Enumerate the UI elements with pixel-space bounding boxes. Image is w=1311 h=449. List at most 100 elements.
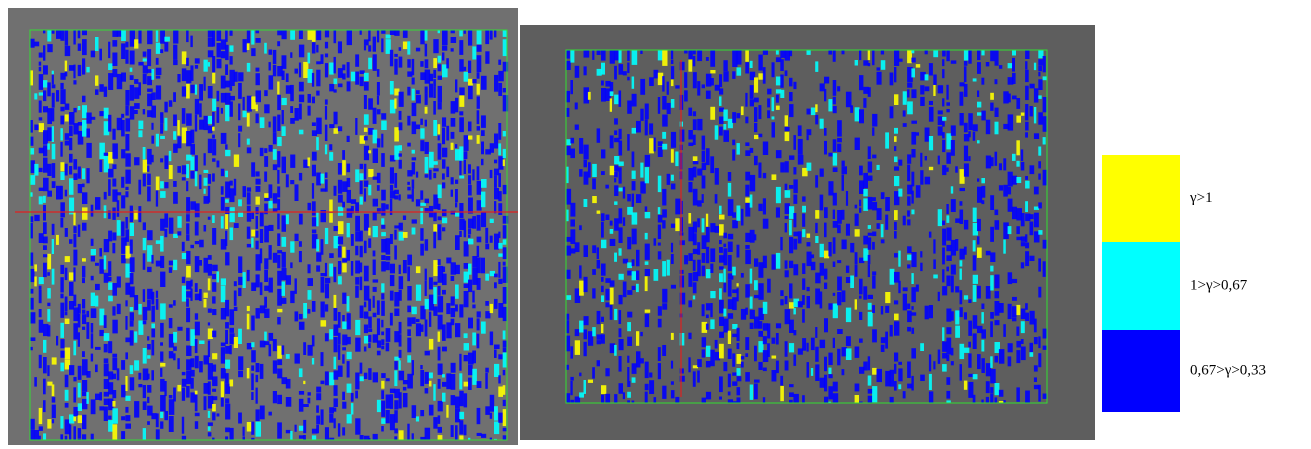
texture-cell: [73, 267, 75, 281]
texture-cell: [1008, 272, 1013, 284]
texture-cell: [195, 421, 198, 429]
texture-cell: [802, 295, 805, 305]
texture-cell: [338, 195, 343, 203]
texture-cell: [69, 425, 71, 440]
texture-cell: [82, 310, 85, 314]
texture-cell: [108, 296, 113, 302]
texture-cell: [907, 50, 912, 63]
texture-cell: [425, 120, 427, 127]
texture-cell: [933, 275, 938, 279]
texture-cell: [425, 388, 429, 393]
texture-cell: [186, 251, 190, 264]
texture-cell: [117, 304, 121, 314]
texture-cell: [399, 334, 402, 346]
texture-cell: [121, 30, 126, 41]
texture-cell: [859, 109, 864, 123]
texture-cell: [373, 372, 378, 382]
texture-cell: [903, 391, 906, 398]
texture-cell: [477, 45, 482, 52]
texture-cell: [977, 62, 981, 74]
texture-cell: [785, 223, 787, 232]
texture-cell: [498, 279, 502, 284]
texture-cell: [368, 30, 370, 41]
texture-cell: [78, 44, 81, 51]
texture-cell: [1025, 391, 1030, 404]
texture-cell: [837, 225, 841, 234]
texture-cell: [859, 166, 863, 176]
texture-cell: [619, 162, 624, 166]
texture-cell: [212, 99, 216, 111]
texture-cell: [446, 58, 449, 68]
texture-cell: [662, 115, 668, 127]
texture-cell: [885, 197, 890, 211]
texture-cell: [793, 355, 796, 366]
texture-cell: [238, 133, 240, 147]
texture-cell: [464, 425, 467, 436]
texture-cell: [186, 58, 189, 66]
texture-cell: [65, 114, 69, 121]
texture-cell: [498, 191, 501, 201]
texture-cell: [442, 148, 447, 158]
texture-cell: [433, 232, 436, 249]
texture-cell: [719, 376, 723, 392]
texture-cell: [364, 164, 367, 180]
texture-cell: [125, 134, 129, 151]
texture-cell: [381, 121, 387, 130]
texture-cell: [575, 340, 580, 355]
texture-cell: [65, 46, 71, 56]
texture-cell: [73, 377, 76, 382]
texture-cell: [894, 381, 897, 391]
texture-cell: [1016, 327, 1019, 336]
texture-cell: [605, 215, 609, 221]
texture-cell: [108, 179, 111, 196]
texture-cell: [164, 102, 167, 113]
texture-cell: [429, 339, 433, 350]
texture-cell: [82, 299, 85, 309]
texture-cell: [745, 50, 749, 62]
texture-cell: [104, 108, 109, 119]
texture-cell: [942, 121, 945, 126]
texture-cell: [498, 243, 502, 249]
texture-cell: [308, 69, 313, 83]
texture-cell: [614, 394, 617, 403]
texture-cell: [946, 338, 951, 355]
texture-cell: [247, 192, 251, 204]
texture-cell: [723, 110, 727, 121]
texture-cell: [868, 233, 873, 236]
texture-cell: [238, 413, 242, 424]
texture-cell: [710, 264, 713, 273]
texture-cell: [837, 292, 841, 305]
texture-cell: [60, 107, 64, 112]
texture-cell: [693, 282, 697, 293]
texture-cell: [312, 42, 316, 53]
texture-cell: [1034, 377, 1037, 382]
texture-cell: [890, 325, 893, 337]
texture-cell: [802, 395, 805, 403]
texture-cell: [925, 156, 927, 160]
texture-cell: [815, 104, 817, 112]
texture-cell: [177, 358, 179, 369]
texture-cell: [837, 260, 841, 263]
texture-cell: [199, 289, 202, 301]
texture-cell: [584, 66, 587, 75]
texture-cell: [938, 126, 943, 135]
texture-cell: [221, 347, 225, 363]
texture-cell: [697, 242, 700, 255]
texture-cell: [570, 50, 574, 63]
texture-cell: [868, 312, 873, 327]
texture-cell: [112, 424, 117, 440]
texture-cell: [986, 286, 991, 299]
texture-cell: [1038, 336, 1040, 348]
texture-cell: [706, 57, 709, 61]
texture-cell: [282, 98, 287, 105]
texture-cell: [186, 328, 190, 341]
texture-cell: [117, 368, 120, 380]
texture-cell: [182, 253, 187, 259]
texture-cell: [706, 361, 711, 367]
texture-cell: [295, 425, 297, 432]
texture-cell: [399, 111, 402, 120]
texture-cell: [73, 212, 75, 225]
texture-cell: [377, 69, 380, 77]
texture-cell: [566, 270, 571, 279]
texture-cell: [39, 355, 42, 368]
